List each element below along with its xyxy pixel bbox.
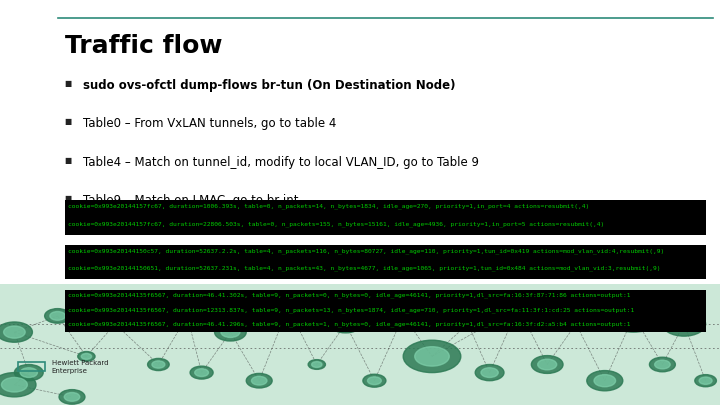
Text: cookie=0x993e20144150651, duration=52637.231s, table=4, n_packets=43, n_bytes=46: cookie=0x993e20144150651, duration=52637… [68, 266, 661, 271]
Circle shape [403, 340, 461, 373]
Circle shape [308, 360, 325, 369]
Circle shape [45, 309, 71, 323]
Circle shape [538, 359, 557, 370]
Circle shape [568, 320, 584, 328]
Circle shape [273, 299, 303, 316]
Text: cookie=0x993e20144157fc67, duration=1006.393s, table=0, n_packets=14, n_bytes=18: cookie=0x993e20144157fc67, duration=1006… [68, 204, 590, 209]
Text: cookie=0x993e20144150c57, duration=52637.2.2s, table=4, n_packets=116, n_bytes=8: cookie=0x993e20144150c57, duration=52637… [68, 248, 665, 254]
Text: cookie=0x993e20144157fc67, duration=22806.503s, table=0, n_packets=155, n_bytes=: cookie=0x993e20144157fc67, duration=2280… [68, 221, 605, 226]
Circle shape [363, 374, 386, 387]
Text: ■: ■ [65, 156, 72, 165]
Circle shape [415, 347, 449, 366]
Circle shape [475, 364, 504, 381]
Circle shape [105, 318, 125, 330]
Circle shape [587, 371, 623, 391]
Circle shape [263, 294, 313, 322]
Text: ■: ■ [65, 117, 72, 126]
Circle shape [594, 375, 616, 387]
Circle shape [166, 304, 209, 328]
Text: ■: ■ [65, 79, 72, 88]
Circle shape [463, 321, 473, 327]
Circle shape [4, 326, 25, 338]
Circle shape [616, 306, 651, 326]
Text: Table0 – From VxLAN tunnels, go to table 4: Table0 – From VxLAN tunnels, go to table… [83, 117, 336, 130]
FancyBboxPatch shape [65, 290, 706, 332]
Circle shape [50, 311, 66, 320]
Circle shape [662, 312, 706, 336]
Text: sudo ovs-ofctl dump-flows br-tun (On Destination Node): sudo ovs-ofctl dump-flows br-tun (On Des… [83, 79, 455, 92]
Circle shape [330, 315, 361, 333]
Circle shape [481, 368, 498, 377]
Circle shape [367, 377, 382, 385]
Circle shape [336, 319, 355, 329]
Circle shape [0, 373, 36, 397]
Circle shape [459, 319, 477, 329]
Circle shape [699, 377, 712, 384]
Circle shape [563, 317, 589, 331]
Circle shape [78, 352, 95, 361]
Circle shape [497, 296, 540, 320]
Circle shape [312, 362, 322, 367]
FancyBboxPatch shape [65, 245, 706, 279]
Circle shape [81, 354, 91, 359]
Circle shape [251, 376, 267, 385]
FancyBboxPatch shape [0, 284, 720, 405]
Circle shape [194, 369, 209, 377]
Text: Table9 – Match on LMAC, go to br-int: Table9 – Match on LMAC, go to br-int [83, 194, 298, 207]
FancyBboxPatch shape [65, 200, 706, 235]
Circle shape [605, 300, 662, 332]
Text: Hewlett Packard
Enterprise: Hewlett Packard Enterprise [52, 360, 108, 374]
Circle shape [190, 366, 213, 379]
Text: Table4 – Match on tunnel_id, modify to local VLAN_ID, go to Table 9: Table4 – Match on tunnel_id, modify to l… [83, 156, 479, 169]
Circle shape [64, 392, 80, 401]
Circle shape [14, 364, 43, 381]
Circle shape [649, 357, 675, 372]
Circle shape [221, 327, 240, 337]
Text: cookie=0x993e20144135f6567, duration=46.41.296s, table=9, n_packets=1, n_bytes=0: cookie=0x993e20144135f6567, duration=46.… [68, 321, 631, 327]
Circle shape [654, 360, 670, 369]
Circle shape [0, 322, 32, 342]
Circle shape [215, 323, 246, 341]
Circle shape [395, 311, 411, 320]
Circle shape [671, 317, 697, 331]
Text: cookie=0x993e20144135f6567, duration=12313.837s, table=9, n_packets=13, n_bytes=: cookie=0x993e20144135f6567, duration=123… [68, 307, 634, 313]
Circle shape [695, 375, 716, 387]
Circle shape [505, 301, 531, 315]
Circle shape [20, 368, 37, 377]
Circle shape [246, 373, 272, 388]
Circle shape [174, 309, 200, 323]
Text: Traffic flow: Traffic flow [65, 34, 222, 58]
Circle shape [531, 356, 563, 373]
Text: cookie=0x993e20144135f6567, duration=46.41.302s, table=9, n_packets=0, n_bytes=0: cookie=0x993e20144135f6567, duration=46.… [68, 293, 631, 298]
Circle shape [390, 309, 416, 323]
Text: ■: ■ [65, 194, 72, 203]
Circle shape [152, 361, 165, 368]
Circle shape [109, 321, 121, 327]
Circle shape [148, 358, 169, 371]
Circle shape [59, 390, 85, 404]
Circle shape [1, 377, 27, 392]
